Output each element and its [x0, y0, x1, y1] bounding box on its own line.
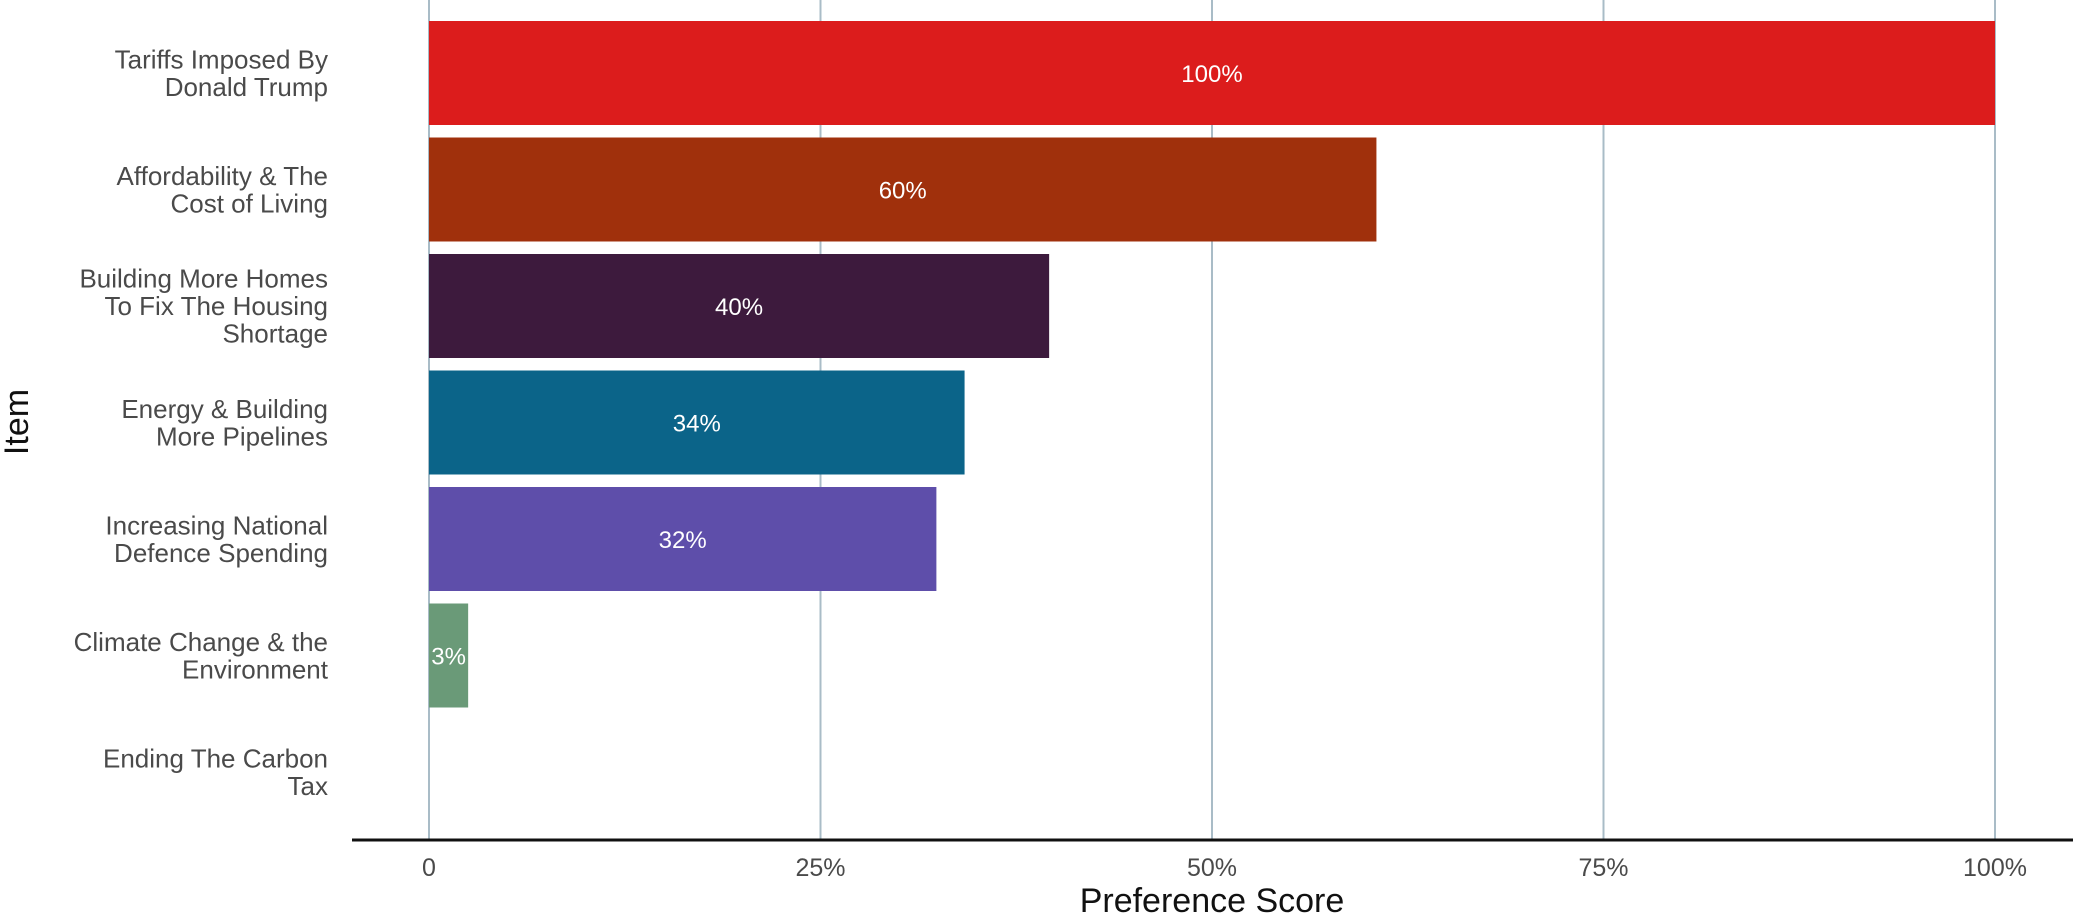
category-label-0: Tariffs Imposed By Donald Trump: [115, 44, 328, 102]
category-label-6: Ending The Carbon Tax: [103, 743, 328, 801]
x-tick-label-1: 25%: [795, 854, 845, 882]
category-label-4: Increasing National Defence Spending: [105, 510, 328, 568]
x-tick-label-0: 0: [422, 854, 436, 882]
category-label-5: Climate Change & the Environment: [74, 627, 329, 685]
x-axis-title: Preference Score: [1080, 882, 1345, 919]
bar-1: [429, 137, 1377, 242]
bar-3: [429, 370, 965, 475]
category-label-3: Energy & Building More Pipelines: [121, 394, 328, 452]
y-axis-title: Item: [0, 389, 36, 455]
bar-value-label-1: 60%: [879, 178, 927, 205]
category-labels-layer: Tariffs Imposed By Donald Trump Affordabil…: [74, 44, 329, 801]
bar-5: [429, 603, 469, 708]
x-tick-label-4: 100%: [1963, 854, 2027, 882]
bar-value-label-0: 100%: [1181, 61, 1242, 88]
bar-0: [429, 21, 1995, 125]
bar-2: [429, 254, 1050, 358]
x-tick-labels: 0 25% 50% 75% 100%: [422, 854, 2027, 882]
bar-value-label-2: 40%: [715, 294, 763, 321]
bar-4: [429, 487, 937, 591]
bar-value-label-3: 34%: [673, 411, 721, 438]
category-label-1: Affordability & The Cost of Living: [117, 161, 329, 219]
x-tick-label-3: 75%: [1578, 854, 1628, 882]
bar-value-label-5: 3%: [431, 644, 466, 671]
bar-value-label-4: 32%: [659, 527, 707, 554]
x-tick-label-2: 50%: [1187, 854, 1237, 882]
bars-layer: [429, 21, 1995, 708]
category-label-2: Building More Homes To Fix The Housing Sho…: [79, 264, 328, 349]
bar-labels-layer: 100% 60% 40% 34% 32% 3%: [431, 61, 1242, 671]
